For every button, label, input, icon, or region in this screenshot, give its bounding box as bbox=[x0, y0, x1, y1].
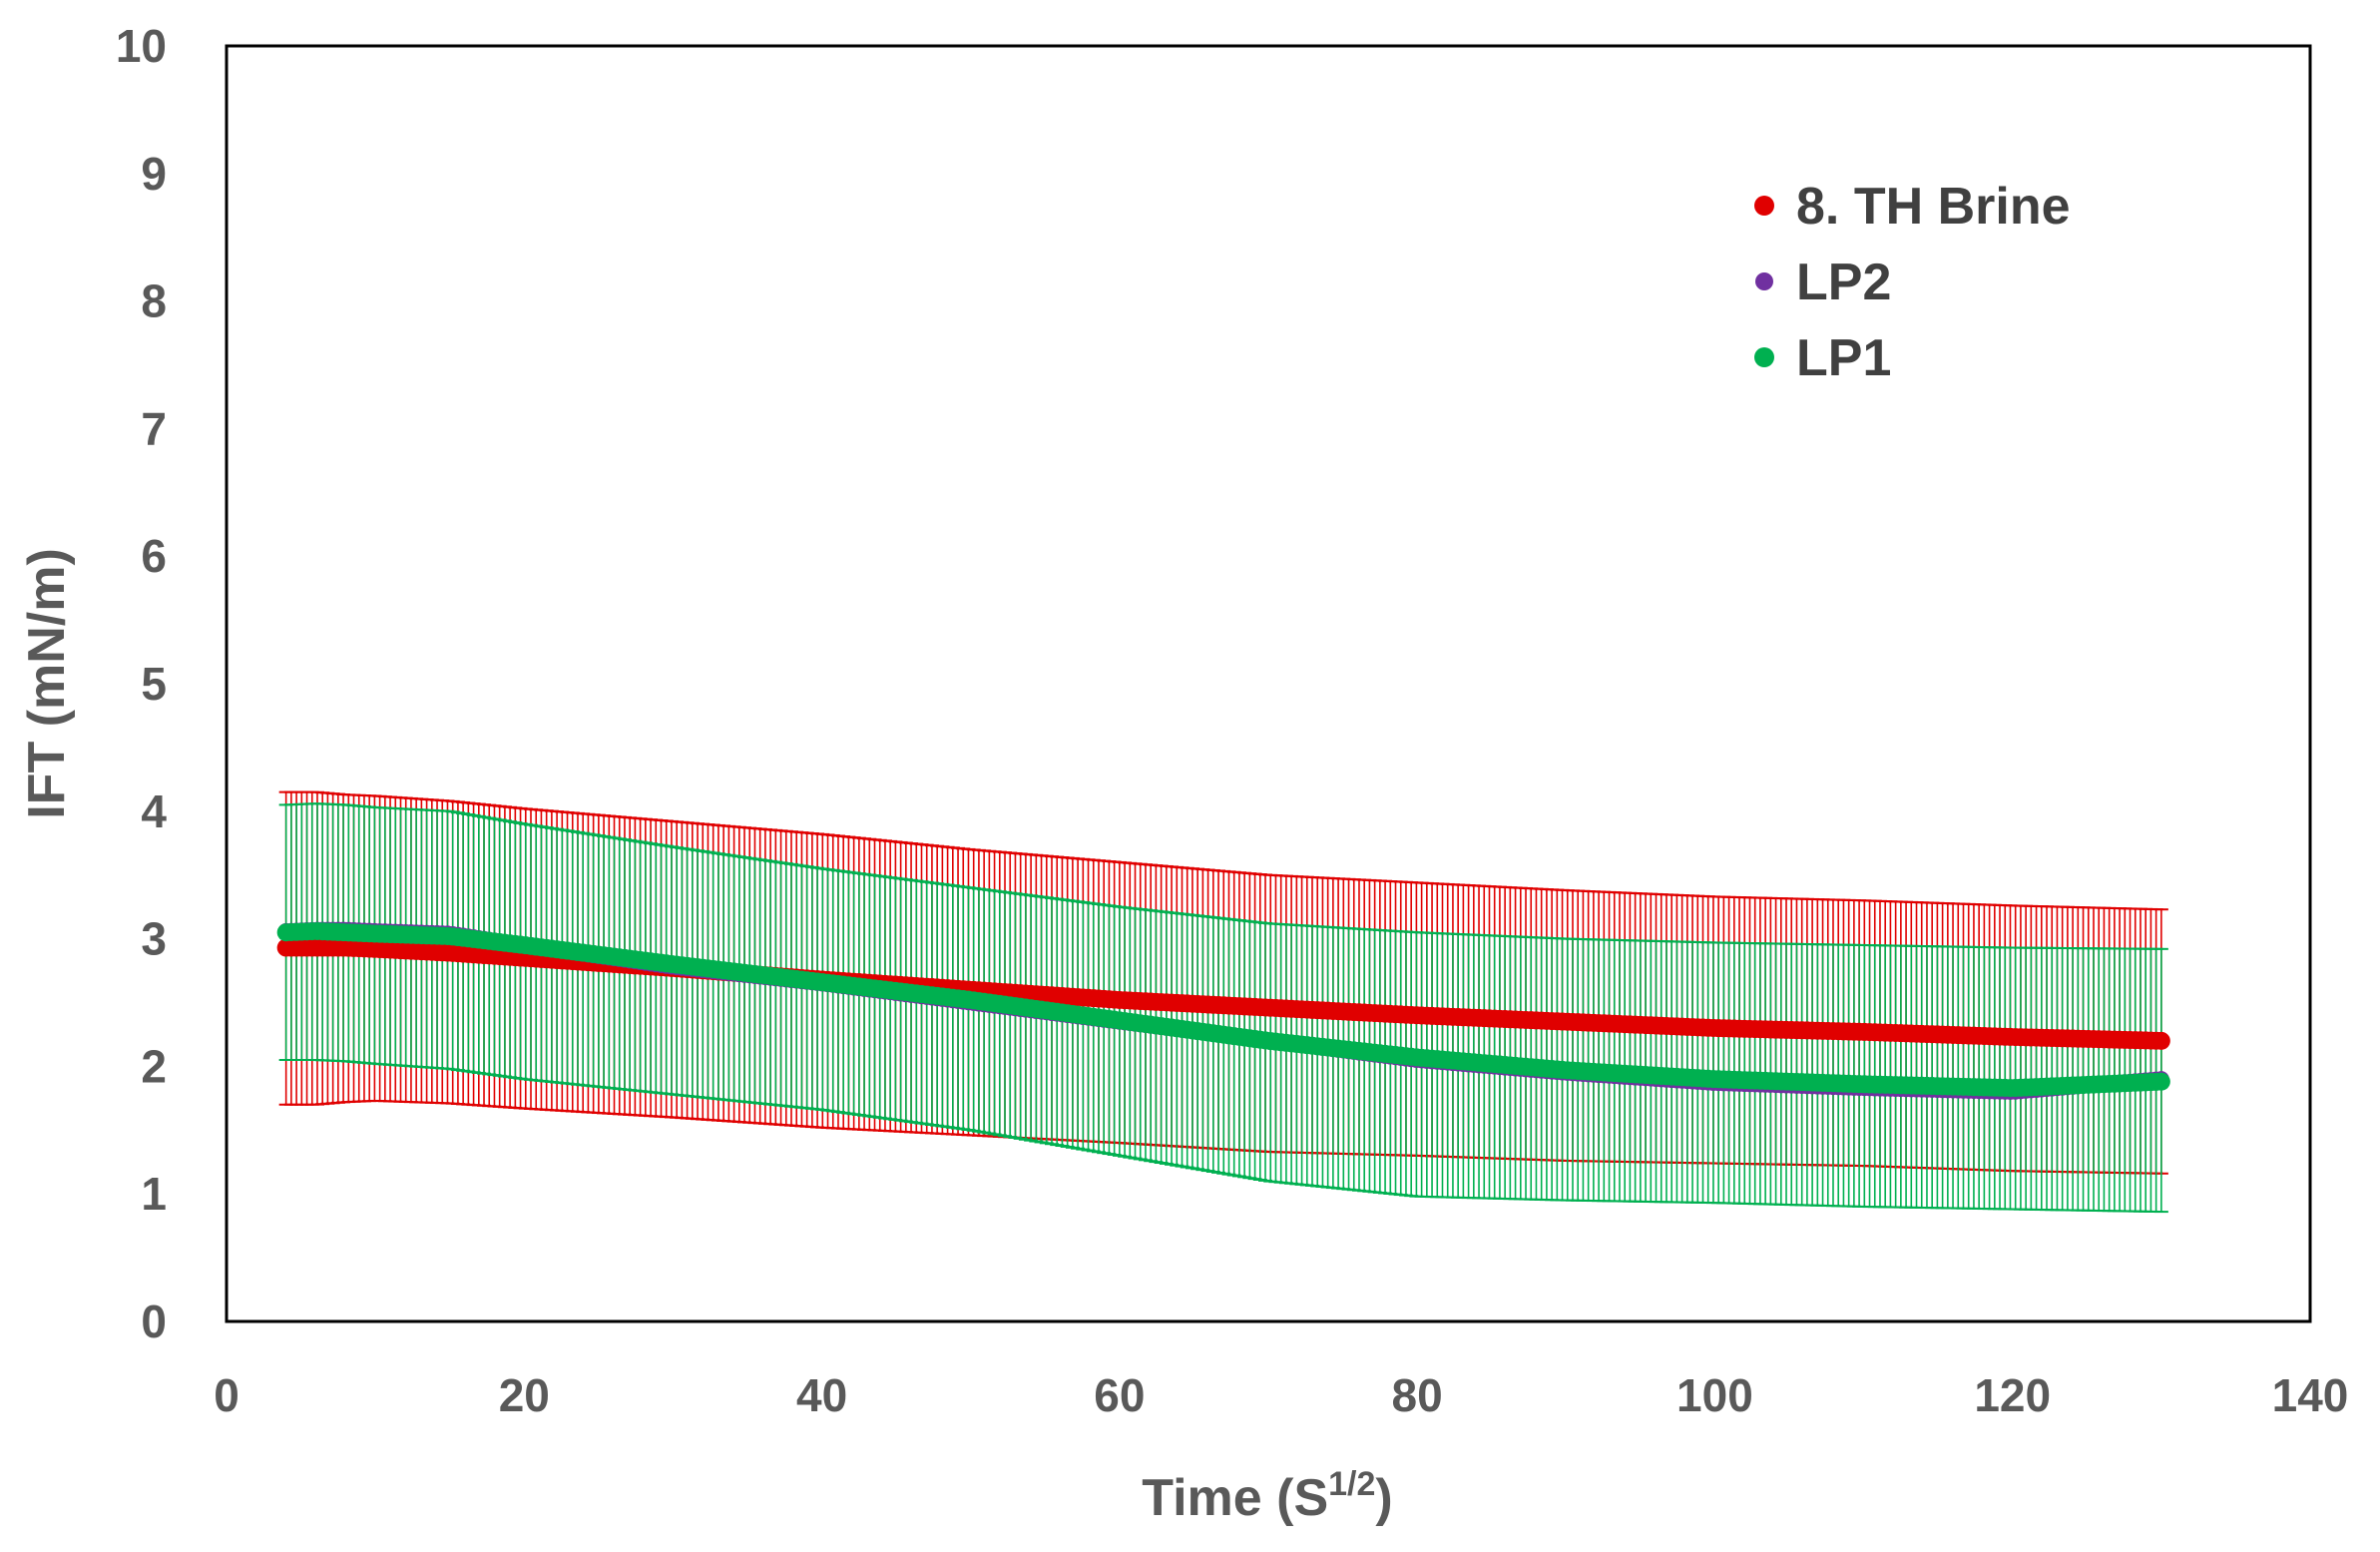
legend-marker-th-brine bbox=[1754, 196, 1774, 216]
y-axis-ticks: 0 1 2 3 4 5 6 7 8 9 10 bbox=[116, 20, 168, 1347]
x-axis-title-superscript: 1/2 bbox=[1328, 1465, 1375, 1503]
y-tick-label: 9 bbox=[141, 148, 167, 200]
legend-marker-lp2 bbox=[1755, 272, 1773, 290]
x-tick-label: 20 bbox=[499, 1369, 550, 1421]
data-point-8-th-brine bbox=[2151, 1031, 2170, 1050]
x-axis-title-main: Time (S bbox=[1142, 1469, 1328, 1527]
y-tick-label: 7 bbox=[141, 402, 167, 454]
x-tick-label: 0 bbox=[214, 1369, 239, 1421]
y-tick-label: 4 bbox=[141, 785, 167, 837]
x-axis-title-close: ) bbox=[1375, 1469, 1392, 1527]
legend-label-lp1: LP1 bbox=[1796, 329, 1891, 387]
y-tick-label: 3 bbox=[141, 913, 167, 965]
x-tick-label: 100 bbox=[1676, 1369, 1753, 1421]
x-tick-label: 60 bbox=[1094, 1369, 1145, 1421]
y-tick-label: 1 bbox=[141, 1168, 167, 1220]
x-axis-title: Time (S1/2) bbox=[1142, 1465, 1392, 1527]
legend: 8. TH Brine LP2 LP1 bbox=[1754, 178, 2071, 387]
plot-area-frame bbox=[225, 44, 2312, 1323]
legend-label-th-brine: 8. TH Brine bbox=[1796, 178, 2071, 236]
y-tick-label: 8 bbox=[141, 275, 167, 327]
data-point-lp1 bbox=[2151, 1072, 2170, 1091]
y-axis-title: IFT (mN/m) bbox=[18, 548, 76, 819]
legend-marker-lp1 bbox=[1754, 347, 1774, 367]
y-tick-label: 0 bbox=[141, 1295, 167, 1347]
x-axis-ticks: 0 20 40 60 80 100 120 140 bbox=[214, 1369, 2348, 1421]
x-tick-label: 140 bbox=[2272, 1369, 2349, 1421]
y-tick-label: 6 bbox=[141, 530, 167, 582]
y-tick-label: 5 bbox=[141, 658, 167, 710]
x-tick-label: 80 bbox=[1392, 1369, 1443, 1421]
x-tick-label: 40 bbox=[796, 1369, 847, 1421]
legend-label-lp2: LP2 bbox=[1796, 254, 1891, 311]
y-tick-label: 2 bbox=[141, 1040, 167, 1092]
data-point-layer bbox=[276, 921, 2170, 1100]
x-tick-label: 120 bbox=[1974, 1369, 2051, 1421]
y-tick-label: 10 bbox=[116, 20, 167, 72]
